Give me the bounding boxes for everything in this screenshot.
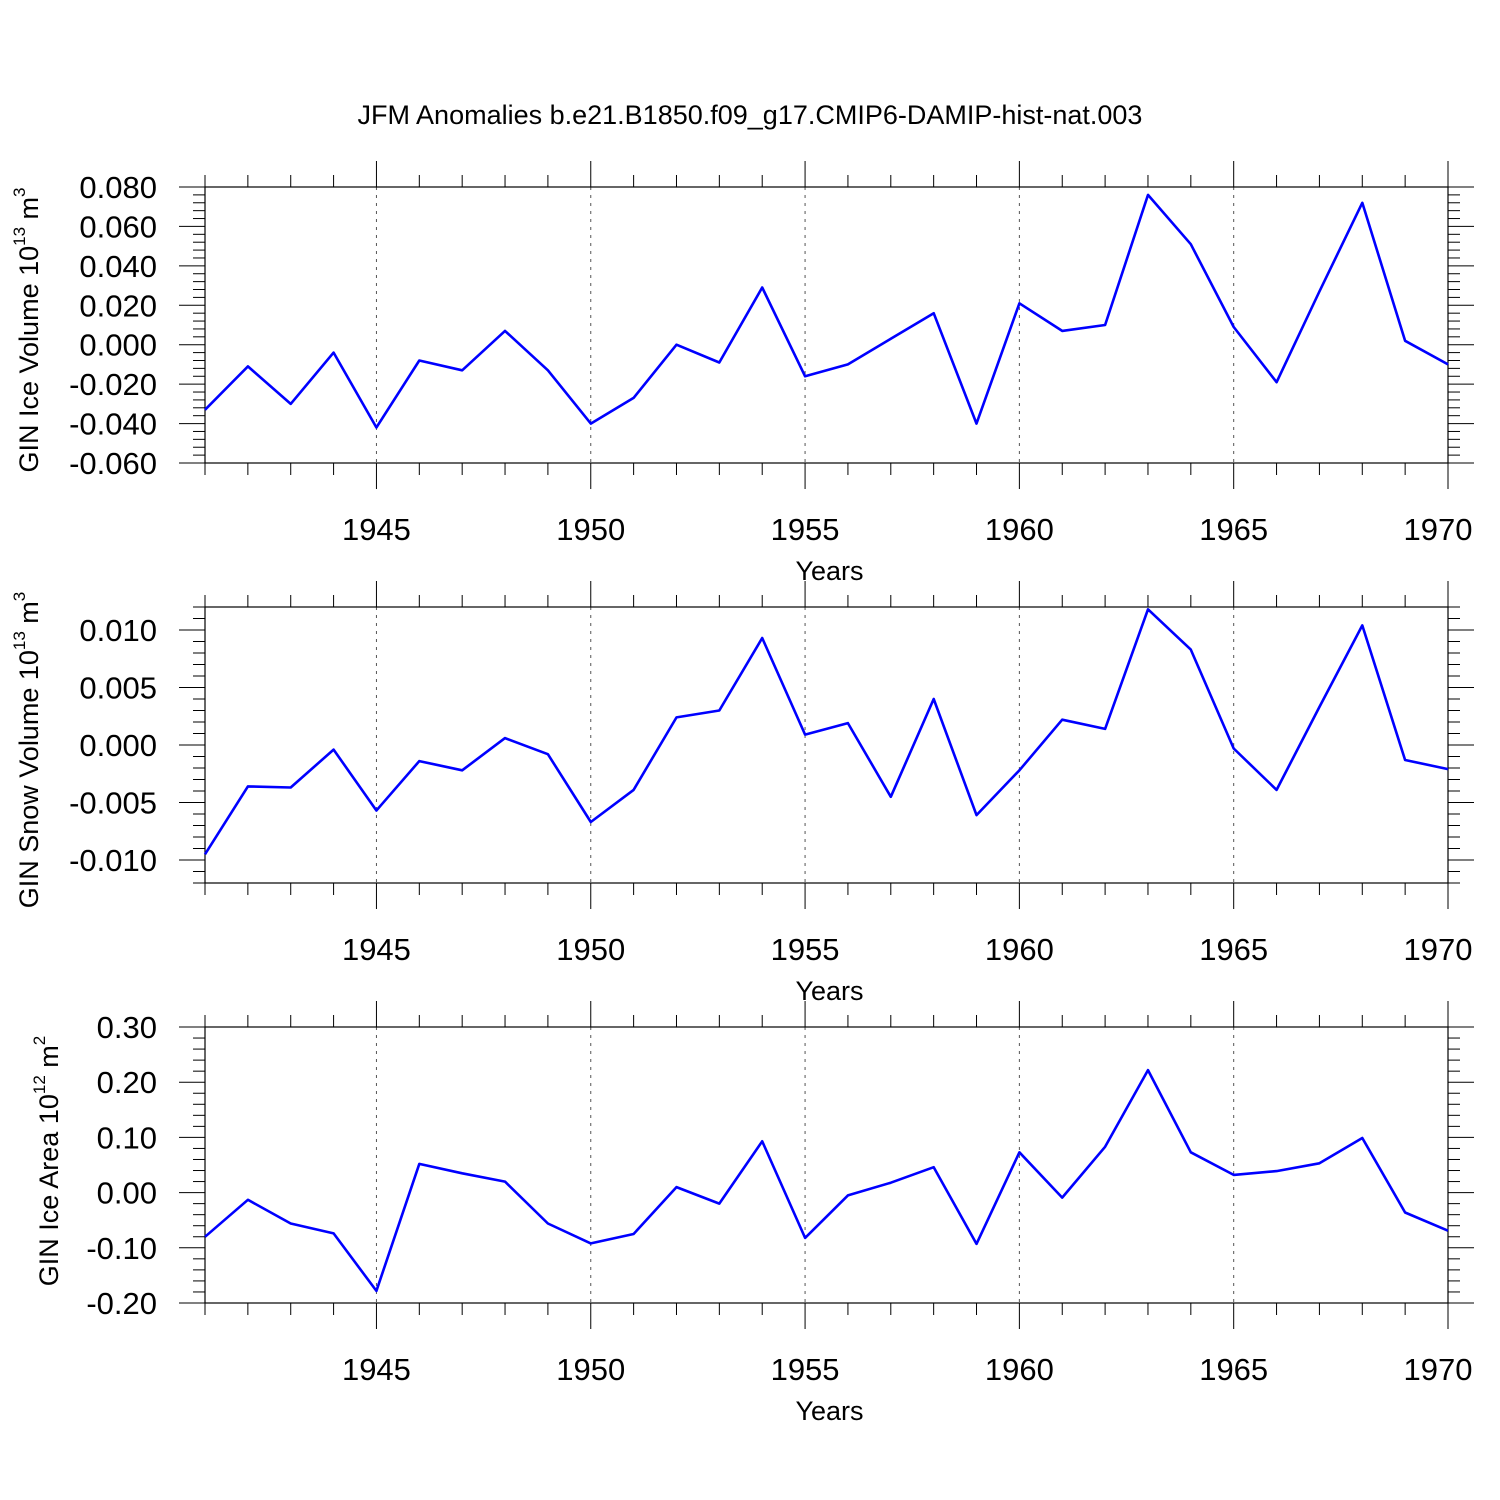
y-tick-label: 0.00 [97, 1176, 157, 1211]
x-tick-label: 1960 [985, 932, 1054, 967]
y-axis-title-text: GIN Ice Area 10 [34, 1094, 64, 1286]
y-tick-label: -0.020 [69, 367, 157, 402]
x-tick-label: 1965 [1199, 1352, 1268, 1387]
chart-title: JFM Anomalies b.e21.B1850.f09_g17.CMIP6-… [358, 100, 1143, 130]
y-tick-label: 0.20 [97, 1065, 157, 1100]
y-tick-label: 0.000 [79, 328, 157, 363]
x-tick-label: 1945 [342, 512, 411, 547]
y-axis-title-unit-exponent: 2 [30, 1036, 49, 1045]
x-tick-label: 1955 [771, 512, 840, 547]
x-tick-label: 1950 [556, 932, 625, 967]
y-axis-title-unit: m [34, 1045, 64, 1075]
x-tick-label: 1965 [1199, 932, 1268, 967]
chart-panel-1: 0.080 0.060 0.040 0.020 0.000 -0.020 -0.040 -0.… [10, 161, 1474, 586]
y-axis-title: GIN Snow Volume 1013 m3 [10, 592, 44, 909]
x-tick-label: 1970 [1404, 512, 1473, 547]
y-tick-label: 0.020 [79, 288, 157, 323]
y-tick-label: 0.10 [97, 1120, 157, 1155]
y-tick-label: -0.060 [69, 446, 157, 481]
y-axis-title-text: GIN Ice Volume 10 [14, 246, 44, 473]
y-axis-title-exponent: 13 [10, 227, 29, 246]
y-axis-title-unit: m [14, 601, 44, 631]
x-axis-title: Years [795, 1396, 863, 1426]
x-tick-label: 1945 [342, 932, 411, 967]
series-line [203, 607, 1449, 855]
x-tick-label: 1960 [985, 512, 1054, 547]
y-axis-title: GIN Ice Volume 1013 m3 [10, 187, 44, 472]
y-tick-label: -0.20 [86, 1286, 157, 1321]
x-tick-label: 1945 [342, 1352, 411, 1387]
plot-frame [204, 606, 1449, 884]
y-tick-label: -0.10 [86, 1231, 157, 1266]
y-tick-label: 0.040 [79, 249, 157, 284]
y-tick-label: -0.040 [69, 407, 157, 442]
y-tick-label: 0.000 [79, 728, 157, 763]
y-tick-label: 0.30 [97, 1010, 157, 1045]
y-axis-title-unit: m [14, 197, 44, 227]
y-axis-title: GIN Ice Area 1012 m2 [30, 1036, 64, 1287]
x-tick-label: 1955 [771, 932, 840, 967]
y-axis-title-exponent: 13 [10, 631, 29, 650]
y-tick-label: 0.005 [79, 671, 157, 706]
plot-frame [204, 186, 1449, 464]
y-tick-label: 0.080 [79, 170, 157, 205]
series-line [204, 1068, 1449, 1293]
y-tick-label: -0.010 [69, 843, 157, 878]
chart-panel-3: 0.30 0.20 0.10 0.00 -0.10 -0.20 1945 1950 1955 19… [30, 1001, 1474, 1426]
x-axis-title: Years [795, 976, 863, 1006]
plot-frame [204, 1026, 1449, 1304]
chart-panel-2: 0.010 0.005 0.000 -0.005 -0.010 1945 1950 1955 1… [10, 581, 1474, 1006]
series-line [204, 193, 1449, 429]
y-axis-title-exponent: 12 [30, 1075, 49, 1094]
y-axis-title-text: GIN Snow Volume 10 [14, 650, 44, 908]
y-axis-title-unit-exponent: 3 [10, 187, 29, 196]
x-tick-label: 1955 [771, 1352, 840, 1387]
y-tick-label: 0.010 [79, 613, 157, 648]
x-tick-label: 1950 [556, 512, 625, 547]
y-tick-label: -0.005 [69, 786, 157, 821]
y-axis-title-unit-exponent: 3 [10, 592, 29, 601]
x-tick-label: 1950 [556, 1352, 625, 1387]
x-tick-label: 1970 [1404, 932, 1473, 967]
y-tick-label: 0.060 [79, 209, 157, 244]
x-tick-label: 1965 [1199, 512, 1268, 547]
x-axis-title: Years [795, 556, 863, 586]
x-tick-label: 1960 [985, 1352, 1054, 1387]
x-tick-label: 1970 [1404, 1352, 1473, 1387]
